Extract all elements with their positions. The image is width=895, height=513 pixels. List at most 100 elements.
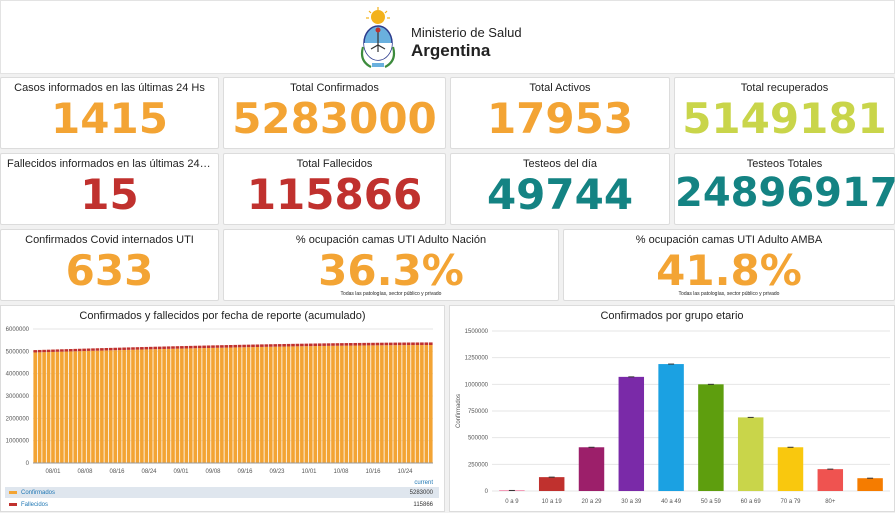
bar-fallecidos [144, 346, 149, 350]
bar-confirmados [268, 346, 273, 463]
bar-confirmados [135, 349, 140, 463]
bar-confirmados [215, 347, 220, 463]
bar-confirmados [420, 345, 424, 463]
bar-confirmados [37, 352, 42, 463]
kpi-value: 633 [65, 246, 154, 295]
kpi-value: 17953 [486, 94, 634, 143]
kpi-label: Total Confirmados [290, 82, 379, 94]
bar-confirmados [113, 350, 118, 463]
x-tick-label: 70 a 79 [780, 499, 801, 505]
kpi-value: 24896917 [675, 170, 895, 216]
kpi-label: Fallecidos informados en las últimas 24 … [7, 158, 217, 170]
x-tick-label: 60 a 69 [741, 499, 762, 505]
bar-fallecidos [33, 350, 38, 353]
bar-fallecidos [415, 342, 420, 346]
bar-fallecidos [171, 346, 175, 349]
bar-confirmados [42, 352, 46, 463]
kpi-label: Total recuperados [740, 82, 829, 94]
kpi-total-fallecidos-card: Total Fallecidos 115866 [223, 153, 446, 225]
bar-confirmados [148, 349, 153, 463]
bar-confirmados [428, 345, 433, 463]
kpi-value: 41.8% [656, 246, 802, 295]
bar-fallecidos [148, 346, 153, 350]
bar-confirmados [157, 349, 162, 463]
kpi-internados-uti-card: Confirmados Covid internados UTI 633 [0, 229, 219, 301]
bar-fallecidos [295, 343, 300, 347]
bar-fallecidos [135, 347, 140, 350]
bar-confirmados [33, 352, 38, 463]
kpi-label: Confirmados Covid internados UTI [25, 234, 194, 246]
y-tick-label: 6000000 [6, 327, 30, 333]
chart-title: Confirmados y fallecidos por fecha de re… [79, 310, 366, 322]
legend-row-highlight [5, 487, 439, 498]
bar-fallecidos [91, 348, 95, 351]
x-tick-label: 09/16 [237, 469, 253, 475]
bar-fallecidos [420, 342, 424, 346]
bar-fallecidos [344, 343, 349, 346]
country-label: Argentina [411, 41, 491, 60]
x-tick-label: 10/16 [365, 469, 381, 475]
bar-fallecidos [348, 343, 353, 346]
bar-fallecidos [224, 345, 229, 348]
legend-label: Fallecidos [21, 502, 48, 508]
bar-confirmados [362, 345, 366, 463]
x-tick-label: 0 a 9 [505, 499, 519, 505]
bar-confirmados [424, 345, 429, 463]
x-tick-label: 08/16 [109, 469, 125, 475]
bar-fallecidos [335, 343, 340, 346]
ministry-label: Ministerio de Salud [411, 25, 522, 40]
kpi-uti-amba-card: % ocupación camas UTI Adulto AMBA 41.8% … [563, 229, 895, 301]
bar-fallecidos [375, 342, 380, 346]
bar-fallecidos [95, 348, 100, 351]
bar-fallecidos [86, 348, 91, 351]
bar-confirmados [348, 345, 353, 463]
kpi-label: Total Activos [529, 82, 591, 94]
bar-fallecidos [184, 345, 189, 349]
bar-confirmados [282, 346, 286, 463]
bar-fallecidos [55, 349, 60, 352]
x-tick-label: 09/01 [173, 469, 189, 475]
bar-fallecidos [180, 346, 184, 349]
bar-fallecidos [42, 349, 46, 353]
bar-fallecidos [353, 342, 358, 346]
y-tick-label: 1000000 [6, 439, 30, 445]
legend-value: 5283000 [410, 490, 434, 496]
bar-fallecidos [117, 347, 122, 351]
bar-confirmados [237, 347, 242, 463]
cumulative-chart: 0 1000000 2000000 3000000 4000000 5000000 6000… [5, 327, 439, 508]
kpi-testeos-dia-card: Testeos del día 49744 [450, 153, 670, 225]
kpi-label: Testeos Totales [746, 158, 823, 170]
bar-fallecidos [37, 349, 42, 353]
bar-fallecidos [282, 343, 286, 347]
age-bar [658, 364, 684, 491]
legend-swatch [9, 503, 17, 506]
bar-fallecidos [77, 348, 82, 352]
bar-confirmados [273, 346, 278, 463]
x-tick-label: 09/23 [269, 469, 285, 475]
bar-confirmados [184, 348, 189, 463]
bar-fallecidos [304, 343, 309, 347]
kpi-testeos-totales-card: Testeos Totales 24896917 [674, 153, 895, 225]
kpi-casos-24h-card: Casos informados en las últimas 24 Hs 14… [0, 77, 219, 149]
kpi-value: 1415 [51, 94, 168, 143]
kpi-label: % ocupación camas UTI Adulto AMBA [635, 234, 823, 246]
age-bar [817, 469, 844, 491]
bar-confirmados [175, 348, 180, 463]
x-tick-label: 10/08 [333, 469, 349, 475]
bar-confirmados [260, 346, 264, 463]
bar-confirmados [308, 346, 313, 463]
age-bar [538, 477, 565, 491]
bar-confirmados [340, 345, 344, 463]
x-tick-label: 08/08 [77, 469, 93, 475]
legend-swatch [9, 491, 17, 494]
bar-confirmados [140, 349, 144, 463]
bar-fallecidos [157, 346, 162, 350]
bar-fallecidos [393, 342, 398, 346]
bar-confirmados [108, 350, 113, 463]
bar-confirmados [55, 351, 60, 463]
bar-fallecidos [64, 349, 69, 352]
bar-confirmados [104, 350, 109, 463]
bar-fallecidos [402, 342, 406, 346]
bar-confirmados [95, 350, 100, 463]
bar-confirmados [77, 351, 82, 463]
